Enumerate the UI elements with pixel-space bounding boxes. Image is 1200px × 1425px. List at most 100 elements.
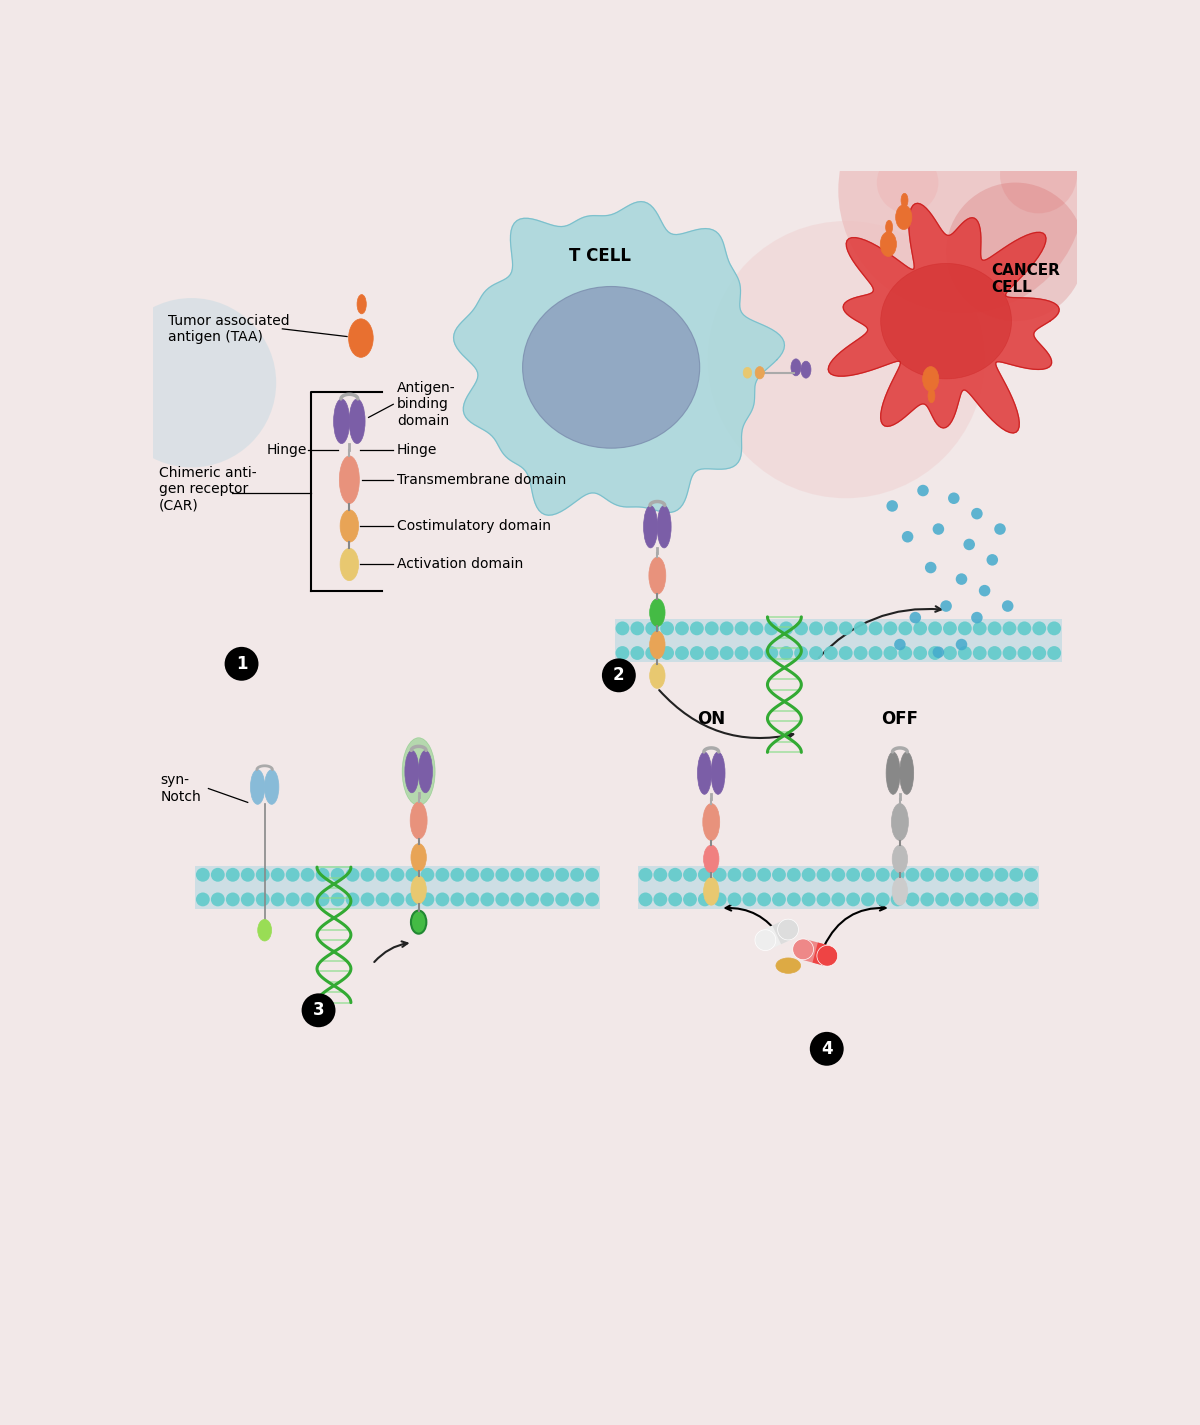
Circle shape xyxy=(743,868,756,882)
Circle shape xyxy=(816,868,830,882)
Circle shape xyxy=(376,892,390,906)
Circle shape xyxy=(995,868,1008,882)
Circle shape xyxy=(832,868,845,882)
Circle shape xyxy=(928,646,942,660)
Circle shape xyxy=(660,621,674,636)
Ellipse shape xyxy=(410,911,426,933)
Ellipse shape xyxy=(264,770,278,804)
Bar xyxy=(638,865,1038,909)
Circle shape xyxy=(654,892,667,906)
Circle shape xyxy=(660,646,674,660)
Text: 1: 1 xyxy=(236,656,247,673)
Circle shape xyxy=(810,1032,844,1066)
Ellipse shape xyxy=(340,510,359,542)
Circle shape xyxy=(526,892,539,906)
Ellipse shape xyxy=(402,738,436,805)
Circle shape xyxy=(1024,868,1038,882)
Circle shape xyxy=(750,646,763,660)
Circle shape xyxy=(917,485,929,496)
Circle shape xyxy=(376,868,390,882)
Circle shape xyxy=(1048,646,1061,660)
Circle shape xyxy=(346,868,360,882)
Circle shape xyxy=(586,868,599,882)
Circle shape xyxy=(654,868,667,882)
Ellipse shape xyxy=(791,359,800,376)
Circle shape xyxy=(346,892,360,906)
Circle shape xyxy=(436,892,449,906)
Circle shape xyxy=(824,646,838,660)
Circle shape xyxy=(420,892,434,906)
Ellipse shape xyxy=(258,919,271,940)
Circle shape xyxy=(853,621,868,636)
Circle shape xyxy=(941,600,952,611)
Ellipse shape xyxy=(886,752,900,794)
Circle shape xyxy=(331,868,344,882)
Circle shape xyxy=(331,892,344,906)
Circle shape xyxy=(406,868,419,882)
Circle shape xyxy=(271,892,284,906)
Circle shape xyxy=(638,892,653,906)
Bar xyxy=(800,939,830,966)
Circle shape xyxy=(226,892,240,906)
Ellipse shape xyxy=(649,663,665,688)
Circle shape xyxy=(638,868,653,882)
Ellipse shape xyxy=(658,506,671,549)
Circle shape xyxy=(932,523,944,534)
Ellipse shape xyxy=(251,770,265,804)
Circle shape xyxy=(496,868,509,882)
Circle shape xyxy=(241,868,254,882)
Circle shape xyxy=(646,646,659,660)
Ellipse shape xyxy=(755,366,764,379)
Circle shape xyxy=(906,892,919,906)
Circle shape xyxy=(948,493,960,504)
Circle shape xyxy=(616,646,629,660)
Ellipse shape xyxy=(776,958,800,973)
Circle shape xyxy=(846,868,860,882)
Ellipse shape xyxy=(649,598,665,627)
Circle shape xyxy=(241,892,254,906)
Circle shape xyxy=(787,892,800,906)
Circle shape xyxy=(772,892,786,906)
Bar xyxy=(196,865,600,909)
Ellipse shape xyxy=(349,399,365,443)
Ellipse shape xyxy=(793,939,814,959)
Circle shape xyxy=(1009,892,1024,906)
Circle shape xyxy=(256,868,270,882)
Ellipse shape xyxy=(410,876,426,903)
Ellipse shape xyxy=(817,945,838,966)
Circle shape xyxy=(1002,600,1014,611)
Circle shape xyxy=(839,67,1085,314)
Circle shape xyxy=(683,868,697,882)
Circle shape xyxy=(540,868,554,882)
Ellipse shape xyxy=(881,264,1012,379)
Ellipse shape xyxy=(703,878,719,905)
Ellipse shape xyxy=(419,751,432,792)
Circle shape xyxy=(824,621,838,636)
Circle shape xyxy=(787,868,800,882)
Circle shape xyxy=(779,646,793,660)
Ellipse shape xyxy=(886,221,893,234)
Text: 3: 3 xyxy=(313,1002,324,1019)
Text: T CELL: T CELL xyxy=(569,247,631,265)
Ellipse shape xyxy=(523,286,700,449)
Circle shape xyxy=(883,621,898,636)
Circle shape xyxy=(764,621,779,636)
Circle shape xyxy=(839,621,853,636)
Circle shape xyxy=(965,892,979,906)
Circle shape xyxy=(943,646,956,660)
Ellipse shape xyxy=(892,804,908,841)
Text: Hinge: Hinge xyxy=(397,443,438,457)
Circle shape xyxy=(602,658,636,693)
Circle shape xyxy=(704,621,719,636)
Circle shape xyxy=(794,621,808,636)
Circle shape xyxy=(570,868,584,882)
Circle shape xyxy=(816,892,830,906)
Circle shape xyxy=(466,892,479,906)
Circle shape xyxy=(713,892,726,906)
Circle shape xyxy=(390,868,404,882)
Circle shape xyxy=(832,892,845,906)
Circle shape xyxy=(713,868,726,882)
Ellipse shape xyxy=(703,845,719,874)
Bar xyxy=(773,921,792,945)
Circle shape xyxy=(955,573,967,584)
